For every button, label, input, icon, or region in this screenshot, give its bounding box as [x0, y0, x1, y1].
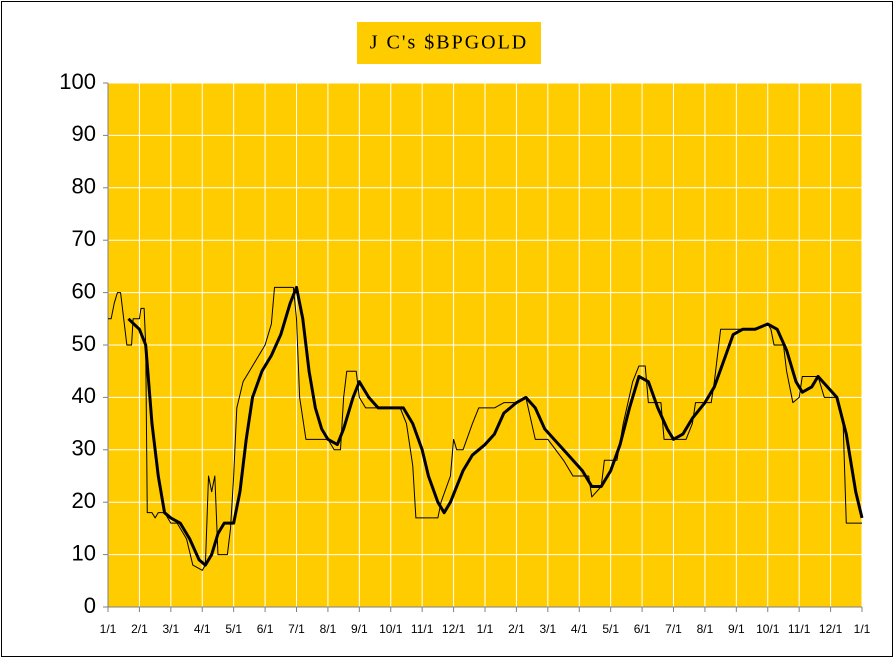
x-tick-label: 12/1 [442, 622, 466, 636]
x-tick-label: 3/1 [162, 622, 179, 636]
y-tick-label: 70 [72, 226, 96, 251]
y-tick-label: 80 [72, 174, 96, 199]
x-tick-label: 2/1 [508, 622, 525, 636]
x-tick-label: 1/1 [100, 622, 117, 636]
x-tick-label: 6/1 [257, 622, 274, 636]
x-tick-label: 10/1 [379, 622, 403, 636]
x-tick-label: 1/1 [477, 622, 494, 636]
x-tick-label: 5/1 [602, 622, 619, 636]
x-tick-label: 7/1 [665, 622, 682, 636]
x-tick-label: 7/1 [288, 622, 305, 636]
x-tick-label: 4/1 [571, 622, 588, 636]
x-tick-label: 12/1 [819, 622, 843, 636]
y-tick-label: 100 [59, 69, 96, 94]
series-line [127, 285, 864, 567]
x-tick-label: 6/1 [634, 622, 651, 636]
x-tick-label: 1/1 [854, 622, 871, 636]
y-tick-label: 30 [72, 436, 96, 461]
x-tick-label: 10/1 [756, 622, 780, 636]
x-tick-label: 9/1 [351, 622, 368, 636]
y-tick-label: 10 [72, 540, 96, 565]
x-tick-label: 3/1 [539, 622, 556, 636]
y-tick-label: 50 [72, 331, 96, 356]
x-tick-label: 5/1 [225, 622, 242, 636]
title-box [357, 22, 541, 64]
y-tick-label: 0 [84, 593, 96, 618]
x-tick-label: 11/1 [788, 622, 811, 636]
y-tick-label: 20 [72, 488, 96, 513]
x-tick-label: 9/1 [728, 622, 745, 636]
x-tick-label: 8/1 [697, 622, 714, 636]
x-tick-label: 8/1 [320, 622, 337, 636]
y-tick-label: 90 [72, 121, 96, 146]
y-tick-label: 40 [72, 383, 96, 408]
x-tick-label: 2/1 [131, 622, 148, 636]
chart-title: J C's $BPGOLD [370, 32, 529, 54]
x-tick-label: 4/1 [194, 622, 211, 636]
x-tick-label: 11/1 [411, 622, 434, 636]
y-tick-label: 60 [72, 278, 96, 303]
